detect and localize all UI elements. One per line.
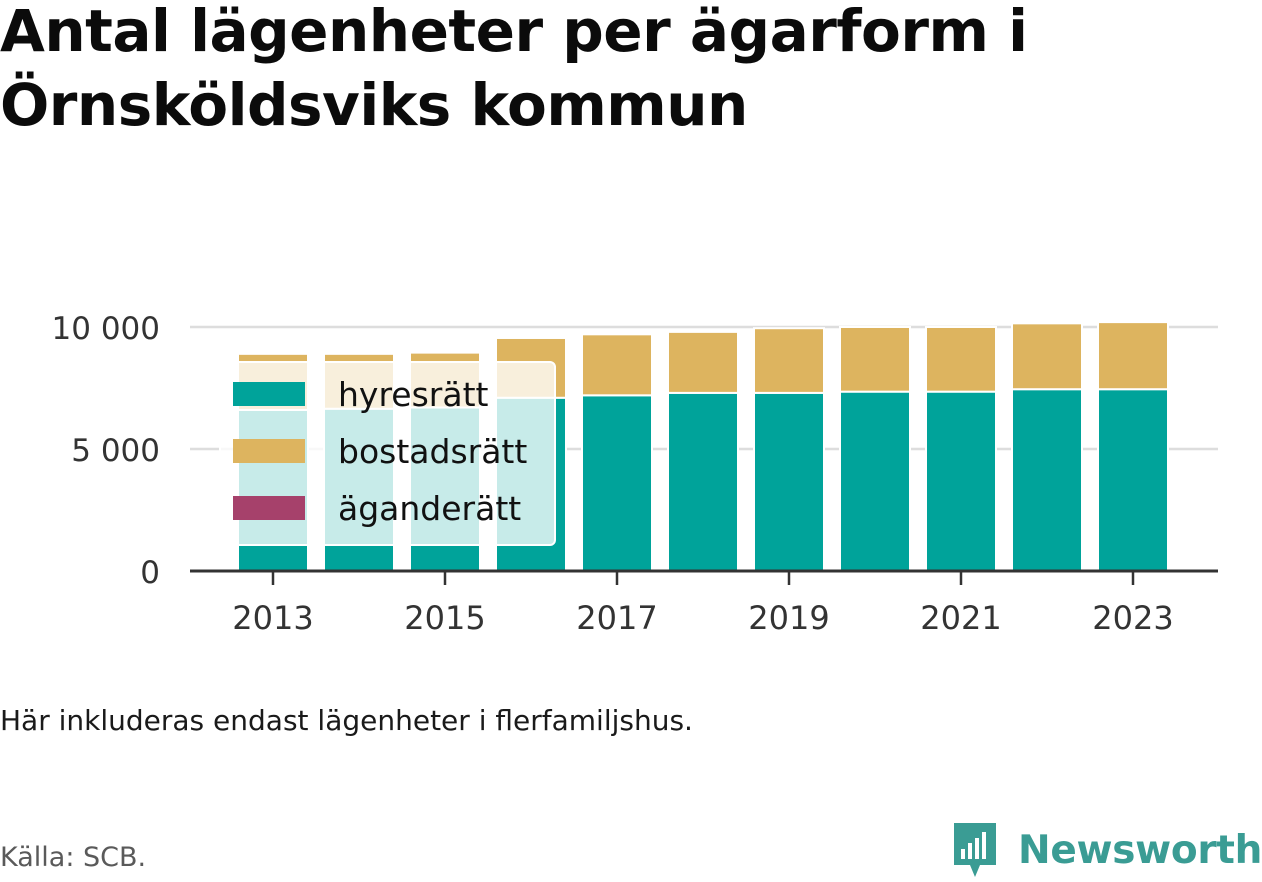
bar-stack (667, 330, 739, 572)
x-tick-label: 2017 (576, 599, 657, 637)
y-axis-ticks: 0 5 000 10 000 (52, 311, 160, 591)
bar-segment (925, 390, 997, 572)
bar-stack (925, 326, 997, 572)
legend-swatch (233, 496, 305, 520)
x-tick-label: 2013 (232, 599, 313, 637)
bar-stack (1097, 321, 1169, 572)
chart-title: Antal lägenheter per ägarform i Örnsköld… (0, 0, 1028, 139)
source-label: Källa: SCB. (0, 842, 147, 873)
bar-segment (667, 391, 739, 572)
bar-segment (581, 394, 653, 572)
x-tick-label: 2019 (748, 599, 829, 637)
bar-segment (1097, 321, 1169, 391)
bar-segment (753, 327, 825, 394)
x-tick-label: 2021 (920, 599, 1001, 637)
y-tick-label: 0 (140, 555, 160, 591)
legend-swatch (233, 439, 305, 463)
bar-segment (1097, 388, 1169, 572)
bar-stack (753, 327, 825, 572)
bar-stack (581, 333, 653, 572)
bar-stack (839, 326, 911, 572)
bar-segment (581, 333, 653, 397)
x-tick-label: 2015 (404, 599, 485, 637)
legend: hyresrätt bostadsrätt äganderätt (219, 361, 556, 546)
chart-note: Här inkluderas endast lägenheter i flerf… (0, 704, 693, 737)
stacked-bar-chart: 0 5 000 10 000 2013 2015 2017 2019 2021 2023 hy… (52, 311, 1218, 637)
newsworthy-logo: Newsworthy (950, 818, 1262, 882)
legend-label: äganderätt (338, 489, 521, 528)
legend-swatch (233, 382, 305, 406)
bar-segment (1011, 322, 1083, 391)
newsworthy-logo-icon (954, 823, 996, 877)
bar-segment (839, 326, 911, 393)
y-tick-label: 5 000 (71, 433, 160, 469)
x-tick-label: 2023 (1092, 599, 1173, 637)
x-axis-ticks: 2013 2015 2017 2019 2021 2023 (232, 571, 1174, 637)
brand-name: Newsworthy (1018, 827, 1262, 873)
legend-label: hyresrätt (338, 375, 489, 414)
legend-label: bostadsrätt (338, 432, 527, 471)
y-tick-label: 10 000 (52, 311, 160, 347)
bar-segment (839, 390, 911, 572)
legend-item: äganderätt (233, 489, 521, 528)
legend-item: hyresrätt (233, 375, 489, 414)
bar-stack (1011, 322, 1083, 572)
bar-segment (1011, 388, 1083, 572)
legend-item: bostadsrätt (233, 432, 527, 471)
bar-segment (753, 391, 825, 572)
bar-segment (667, 330, 739, 394)
bar-segment (925, 326, 997, 393)
